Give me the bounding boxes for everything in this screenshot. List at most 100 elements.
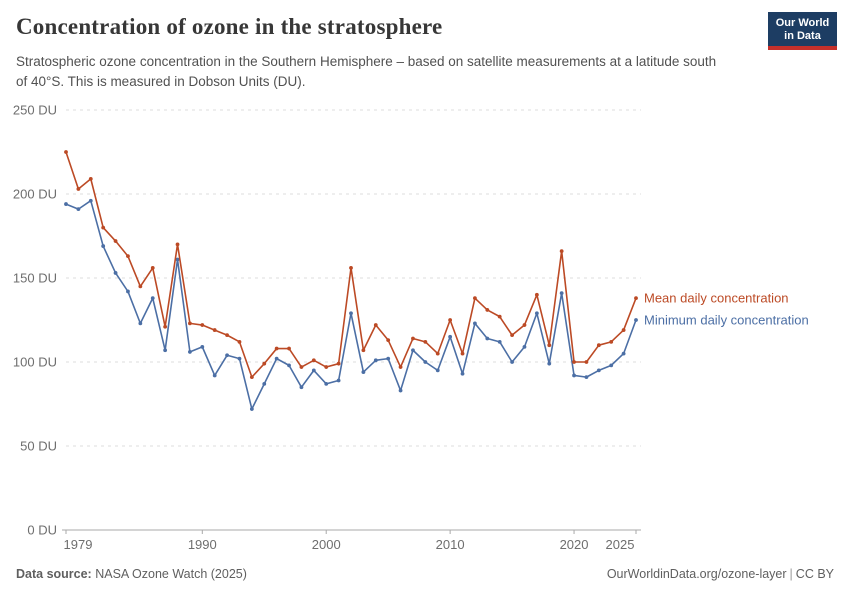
- series-point: [572, 360, 576, 364]
- logo-line-2: in Data: [784, 30, 821, 42]
- series-point: [596, 368, 601, 373]
- series-point: [64, 202, 68, 206]
- series-point: [299, 365, 304, 369]
- series-point: [398, 388, 403, 393]
- series-point: [497, 314, 502, 319]
- series-point: [324, 381, 329, 386]
- series-point: [373, 358, 378, 363]
- data-source-value: NASA Ozone Watch (2025): [91, 567, 247, 581]
- series-point: [200, 323, 205, 327]
- series-point: [510, 333, 514, 338]
- series-point: [126, 254, 130, 259]
- series-point: [249, 407, 254, 411]
- series-point: [559, 249, 564, 254]
- y-tick-label: 250 DU: [13, 103, 57, 118]
- series-point: [473, 296, 477, 301]
- series-point: [225, 333, 229, 338]
- series-point: [547, 343, 552, 348]
- x-tick-label: 2020: [560, 537, 589, 552]
- series-point: [621, 328, 626, 332]
- series-point: [534, 311, 539, 316]
- series-point: [485, 308, 490, 312]
- series-point: [547, 361, 552, 366]
- series-point: [522, 344, 527, 349]
- series-point: [163, 348, 168, 353]
- series-point: [411, 336, 415, 341]
- series-point: [386, 338, 391, 343]
- series-point: [262, 381, 267, 386]
- series-point: [609, 363, 614, 368]
- chart-subtitle: Stratospheric ozone concentration in the…: [16, 54, 717, 90]
- series-point: [76, 207, 81, 212]
- series-point: [212, 328, 217, 332]
- y-tick-label: 150 DU: [13, 271, 57, 286]
- owid-link[interactable]: OurWorldinData.org/ozone-layer: [606, 567, 787, 581]
- legend-label-0: Mean daily concentration: [644, 291, 789, 306]
- series-point: [559, 291, 564, 296]
- footer: Data source: NASA Ozone Watch (2025) Our…: [16, 567, 834, 581]
- series-point: [584, 360, 589, 364]
- series-point: [299, 385, 304, 390]
- series-point: [113, 271, 118, 275]
- license-link[interactable]: CC BY: [795, 567, 834, 581]
- x-tick-label: 2025: [606, 537, 635, 552]
- series-point: [522, 323, 527, 327]
- series-point: [473, 321, 477, 326]
- series-point: [460, 371, 465, 376]
- series-point: [175, 242, 180, 247]
- x-tick-label: 1990: [188, 537, 217, 552]
- series-point: [138, 321, 143, 326]
- series-point: [534, 292, 539, 297]
- series-point: [634, 296, 638, 301]
- footer-links: OurWorldinData.org/ozone-layer | CC BY: [607, 567, 834, 581]
- y-tick-label: 0 DU: [27, 523, 57, 538]
- series-point: [274, 346, 279, 351]
- series-point: [138, 284, 143, 289]
- y-tick-label: 50 DU: [20, 439, 57, 454]
- series-point: [287, 346, 291, 351]
- series-point: [113, 239, 118, 243]
- series-point: [596, 343, 601, 348]
- series-point: [64, 150, 68, 154]
- y-tick-label: 100 DU: [13, 355, 57, 370]
- series-point: [435, 368, 440, 373]
- series-point: [349, 266, 353, 270]
- series-point: [163, 324, 168, 329]
- series-point: [101, 225, 106, 230]
- series-point: [349, 311, 353, 316]
- series-point: [262, 361, 267, 366]
- series-point: [88, 176, 93, 181]
- series-point: [188, 321, 192, 326]
- legend-label-1: Minimum daily concentration: [644, 313, 809, 328]
- series-point: [448, 318, 453, 322]
- series-point: [448, 334, 453, 339]
- series-point: [584, 375, 589, 380]
- series-point: [311, 358, 316, 363]
- series-point: [212, 373, 217, 378]
- series-point: [200, 344, 205, 349]
- series-point: [150, 266, 155, 270]
- owid-logo[interactable]: Our World in Data: [768, 12, 837, 50]
- page-title: Concentration of ozone in the stratosphe…: [16, 14, 443, 39]
- series-point: [237, 356, 242, 361]
- series-point: [572, 373, 576, 378]
- series-point: [386, 356, 391, 361]
- series-point: [188, 350, 192, 354]
- series-point: [150, 296, 155, 301]
- series-point: [435, 351, 440, 356]
- series-point: [510, 360, 514, 364]
- series-point: [423, 360, 428, 364]
- series-point: [175, 257, 180, 262]
- series-line-0: [65, 151, 637, 378]
- series-point: [361, 370, 366, 374]
- data-source-row: Data source: NASA Ozone Watch (2025): [16, 567, 247, 581]
- series-point: [88, 198, 93, 203]
- series-point: [126, 289, 130, 294]
- series-point: [373, 323, 378, 327]
- series-point: [634, 318, 638, 322]
- series-point: [237, 339, 242, 344]
- x-tick-label: 2000: [312, 537, 341, 552]
- series-point: [287, 363, 291, 368]
